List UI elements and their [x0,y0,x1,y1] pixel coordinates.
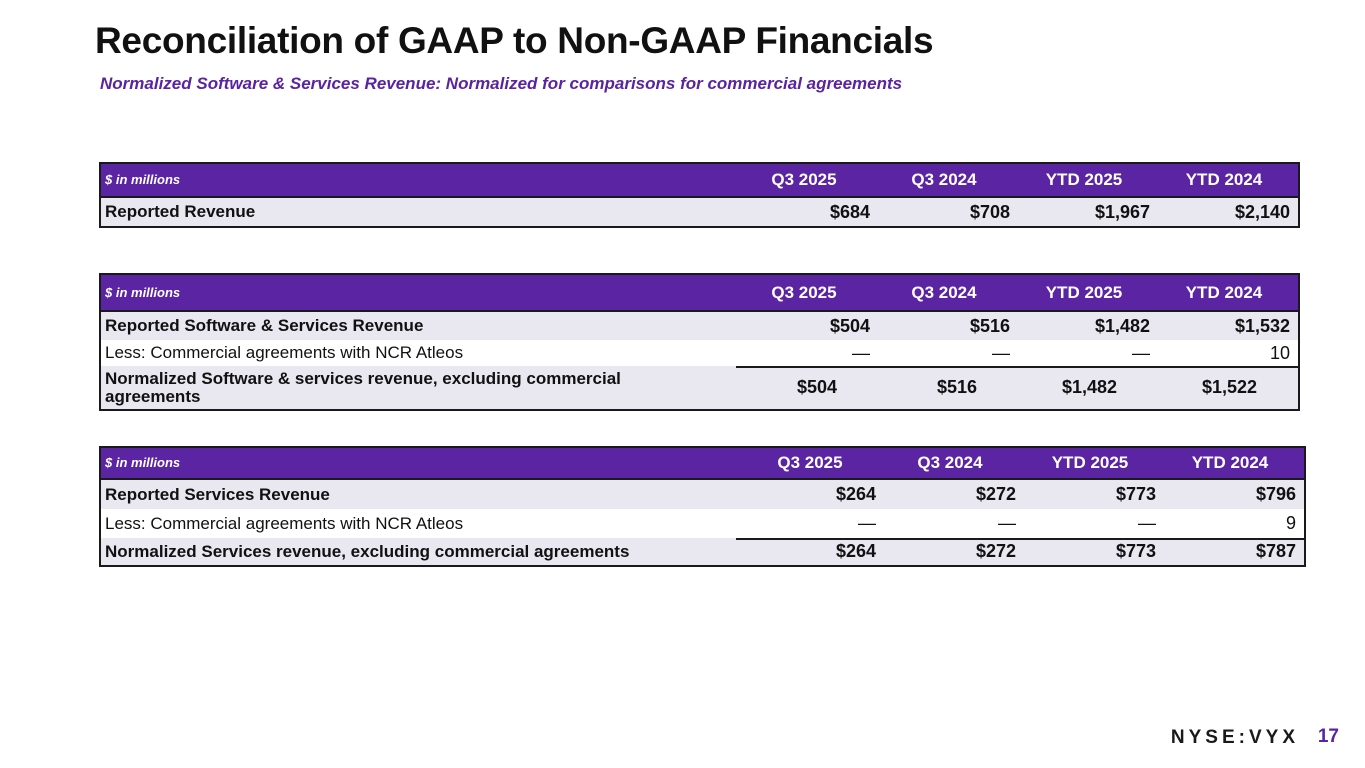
cell-value: $796 [1255,484,1296,504]
cell-value: $504 [829,315,870,336]
cell-value: $504 [796,377,837,397]
cell-value: — [992,342,1010,363]
column-header: Q3 2025 [771,170,837,189]
cell-value: $1,967 [1094,201,1150,222]
unit-label: $ in millions [105,284,181,300]
page-title: Reconciliation of GAAP to Non-GAAP Finan… [95,20,934,61]
reported-revenue-table: $ in millions Q3 2025 Q3 2024 YTD 2025 Y… [99,162,1300,228]
cell-value: 9 [1285,513,1296,533]
stock-ticker: NYSE:VYX [1170,727,1299,748]
services-revenue-table: $ in millions Q3 2025 Q3 2024 YTD 2025 Y… [99,446,1306,567]
table-row: Less: Commercial agreements with NCR Atl… [101,340,1298,366]
cell-value: — [852,342,870,363]
row-label: Normalized Services revenue, excluding c… [105,541,630,561]
column-header: YTD 2024 [1191,453,1269,472]
cell-value: — [998,513,1016,533]
cell-value: $1,522 [1201,377,1257,397]
table-row: Reported Services Revenue $264 $272 $773… [101,480,1304,509]
column-header: Q3 2024 [911,282,977,302]
cell-value: $272 [975,541,1016,561]
table-row: Normalized Software & services revenue, … [101,366,1298,409]
column-header: YTD 2024 [1185,170,1263,189]
row-label: Reported Software & Services Revenue [105,316,424,335]
cell-value: $272 [975,484,1016,504]
cell-value: $1,482 [1094,315,1150,336]
row-label: Less: Commercial agreements with NCR Atl… [105,343,464,362]
cell-value: $773 [1115,484,1156,504]
table-header-row: $ in millions Q3 2025 Q3 2024 YTD 2025 Y… [101,448,1304,480]
column-header: YTD 2025 [1045,282,1123,302]
cell-value: $787 [1255,541,1296,561]
page-number: 17 [1317,726,1339,747]
cell-value: $1,482 [1061,377,1117,397]
table-row: Reported Software & Services Revenue $50… [101,312,1298,340]
column-header: YTD 2025 [1051,453,1129,472]
cell-value: 10 [1269,342,1290,363]
cell-value: — [858,513,876,533]
cell-value: $2,140 [1234,201,1290,222]
subtotal-rule [736,538,1304,540]
table-row: Normalized Services revenue, excluding c… [101,538,1304,565]
cell-value: $708 [969,201,1010,222]
cell-value: $684 [829,201,870,222]
unit-label: $ in millions [105,172,181,187]
table-header-row: $ in millions Q3 2025 Q3 2024 YTD 2025 Y… [101,164,1298,198]
cell-value: — [1132,342,1150,363]
row-label: Reported Services Revenue [105,484,330,504]
table-row: Less: Commercial agreements with NCR Atl… [101,509,1304,538]
column-header: Q3 2025 [771,282,837,302]
row-label: Less: Commercial agreements with NCR Atl… [105,513,464,533]
column-header: YTD 2025 [1045,170,1123,189]
cell-value: $264 [835,484,876,504]
column-header: Q3 2024 [911,170,977,189]
unit-label: $ in millions [105,455,181,470]
table-header-row: $ in millions Q3 2025 Q3 2024 YTD 2025 Y… [101,275,1298,312]
cell-value: — [1138,513,1156,533]
row-label: Normalized Software & services revenue, … [105,368,621,406]
row-label: Reported Revenue [105,202,256,221]
cell-value: $264 [835,541,876,561]
column-header: YTD 2024 [1185,282,1263,302]
subtotal-rule [736,366,1298,368]
column-header: Q3 2024 [917,453,983,472]
cell-value: $773 [1115,541,1156,561]
page-subtitle: Normalized Software & Services Revenue: … [100,74,903,93]
table-row: Reported Revenue $684 $708 $1,967 $2,140 [101,198,1298,226]
software-services-revenue-table: $ in millions Q3 2025 Q3 2024 YTD 2025 Y… [99,273,1300,411]
cell-value: $1,532 [1234,315,1290,336]
column-header: Q3 2025 [777,453,843,472]
cell-value: $516 [969,315,1010,336]
cell-value: $516 [936,377,977,397]
